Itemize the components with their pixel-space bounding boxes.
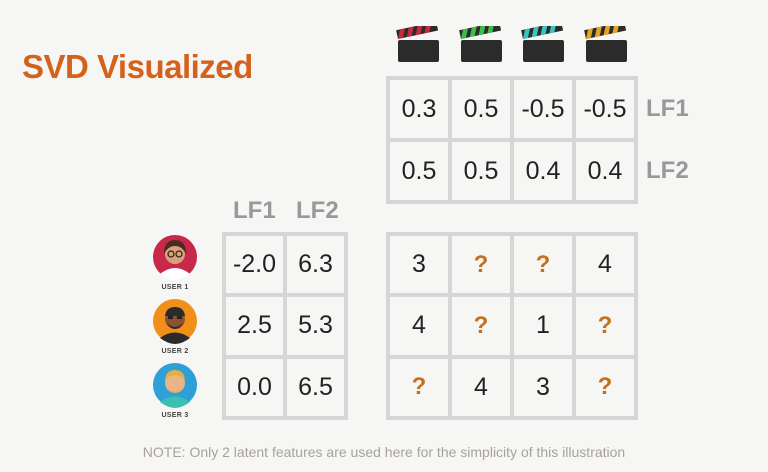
rating-cell: 1 — [514, 297, 572, 355]
movie-factor-matrix: 0.3 0.5 -0.5 -0.5 0.5 0.5 0.4 0.4 — [386, 76, 638, 204]
matrix-cell: 0.4 — [514, 142, 572, 200]
rating-cell: ? — [452, 297, 510, 355]
footnote: NOTE: Only 2 latent features are used he… — [142, 444, 626, 460]
matrix-cell: 2.5 — [226, 297, 283, 355]
user-factor-matrix: -2.0 6.3 2.5 5.3 0.0 6.5 — [222, 232, 348, 420]
row-label-lf1: LF1 — [646, 95, 689, 122]
rating-cell: 3 — [390, 236, 448, 294]
user-label: USER 2 — [161, 348, 189, 355]
matrix-cell: 6.3 — [287, 236, 344, 294]
rating-cell: ? — [390, 358, 448, 416]
user-label: USER 3 — [161, 412, 189, 419]
rating-cell: 4 — [390, 297, 448, 355]
ratings-matrix: 3 ? ? 4 4 ? 1 ? ? 4 3 ? — [386, 232, 638, 420]
matrix-cell: 0.5 — [390, 142, 448, 200]
matrix-cell: 5.3 — [287, 297, 344, 355]
column-label-lf1: LF1 — [233, 197, 276, 224]
clapperboard-icon — [459, 26, 502, 62]
user-3-avatar-icon — [153, 363, 197, 408]
rating-cell: ? — [452, 236, 510, 294]
matrix-cell: 0.3 — [390, 80, 448, 138]
user-1-avatar-icon — [153, 235, 197, 280]
rating-cell: 3 — [514, 358, 572, 416]
matrix-cell: 6.5 — [287, 358, 344, 416]
rating-cell: 4 — [576, 236, 634, 294]
user-2-avatar-icon — [153, 299, 197, 344]
matrix-cell: 0.5 — [452, 142, 510, 200]
clapperboard-icon — [396, 26, 439, 62]
row-label-lf2: LF2 — [646, 157, 689, 184]
matrix-cell: -0.5 — [576, 80, 634, 138]
matrix-cell: -0.5 — [514, 80, 572, 138]
rating-cell: ? — [576, 297, 634, 355]
page-title: SVD Visualized — [22, 48, 253, 85]
matrix-cell: 0.0 — [226, 358, 283, 416]
matrix-cell: -2.0 — [226, 236, 283, 294]
clapperboard-icon — [584, 26, 627, 62]
matrix-cell: 0.5 — [452, 80, 510, 138]
matrix-cell: 0.4 — [576, 142, 634, 200]
rating-cell: ? — [576, 358, 634, 416]
column-label-lf2: LF2 — [296, 197, 339, 224]
user-label: USER 1 — [161, 284, 189, 291]
rating-cell: ? — [514, 236, 572, 294]
clapperboard-icon — [521, 26, 564, 62]
rating-cell: 4 — [452, 358, 510, 416]
